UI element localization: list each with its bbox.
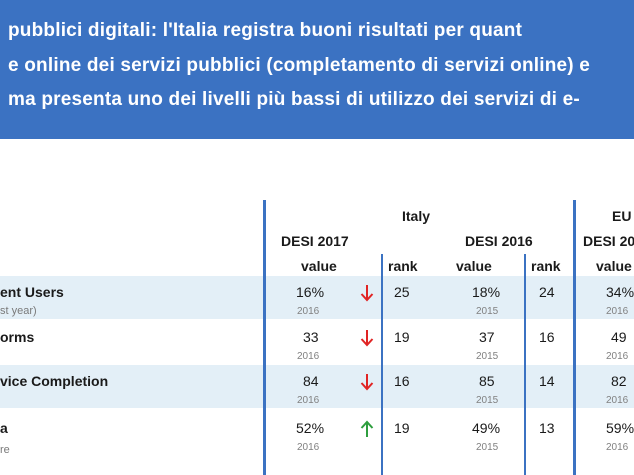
row-band-1 (0, 276, 634, 319)
value-2016-1: 18% (472, 284, 501, 300)
value-eu-1: 34% (606, 284, 634, 300)
col-value-2016: value (456, 258, 492, 274)
value-2016-4: 49% (472, 420, 501, 436)
year-2016-2: 2015 (476, 351, 499, 362)
rank-2017-2: 19 (394, 329, 410, 345)
row-sub-4: re (0, 444, 10, 456)
desi-2017-header: DESI 2017 (281, 233, 349, 249)
year-2016-3: 2015 (476, 395, 499, 406)
col-value-2017: value (301, 258, 337, 274)
rank-2017-4: 19 (394, 420, 410, 436)
desi-2016-header: DESI 2016 (465, 233, 533, 249)
row-label-2: orms (0, 329, 35, 345)
value-2017-1: 16% (296, 284, 325, 300)
desi-table: Italy EU DESI 2017 DESI 2016 DESI 20 val… (0, 200, 634, 475)
rank-2016-3: 14 (539, 373, 555, 389)
arrow-up-icon (360, 420, 374, 437)
value-eu-4: 59% (606, 420, 634, 436)
year-2017-2: 2016 (297, 351, 320, 362)
value-eu-3: 82 (611, 373, 627, 389)
value-2017-3: 84 (303, 373, 319, 389)
value-2017-2: 33 (303, 329, 319, 345)
rank-2016-2: 16 (539, 329, 555, 345)
separator-rank-2016 (524, 254, 526, 475)
slide-header: pubblici digitali: l'Italia registra buo… (0, 0, 634, 139)
separator-italy-left (263, 200, 266, 475)
rank-2016-1: 24 (539, 284, 555, 300)
row-label-1: ent Users (0, 284, 64, 300)
arrow-down-icon (360, 330, 374, 347)
year-2017-1: 2016 (297, 306, 320, 317)
eu-label: EU (612, 208, 632, 224)
year-2016-4: 2015 (476, 442, 499, 453)
separator-eu-left (573, 200, 576, 475)
header-line-1: pubblici digitali: l'Italia registra buo… (8, 20, 523, 41)
col-value-eu: value (596, 258, 632, 274)
arrow-down-icon (360, 285, 374, 302)
year-eu-3: 2016 (606, 395, 629, 406)
arrow-down-icon (360, 374, 374, 391)
value-2017-4: 52% (296, 420, 325, 436)
rank-2017-1: 25 (394, 284, 410, 300)
header-line-3: ma presenta uno dei livelli più bassi di… (8, 89, 580, 110)
value-2016-2: 37 (479, 329, 495, 345)
row-sub-1: st year) (0, 305, 37, 317)
separator-rank-2017 (381, 254, 383, 475)
year-2016-1: 2015 (476, 306, 499, 317)
year-eu-1: 2016 (606, 306, 629, 317)
header-line-2: e online dei servizi pubblici (completam… (8, 55, 591, 76)
row-label-4: a (0, 420, 8, 436)
row-band-3 (0, 365, 634, 408)
rank-2017-3: 16 (394, 373, 410, 389)
year-2017-3: 2016 (297, 395, 320, 406)
value-eu-2: 49 (611, 329, 627, 345)
year-eu-4: 2016 (606, 442, 629, 453)
col-rank-2016: rank (531, 258, 561, 274)
italy-label: Italy (402, 208, 431, 224)
value-2016-3: 85 (479, 373, 495, 389)
year-2017-4: 2016 (297, 442, 320, 453)
desi-eu-header: DESI 20 (583, 233, 634, 249)
rank-2016-4: 13 (539, 420, 555, 436)
row-label-3: vice Completion (0, 373, 109, 389)
year-eu-2: 2016 (606, 351, 629, 362)
col-rank-2017: rank (388, 258, 418, 274)
